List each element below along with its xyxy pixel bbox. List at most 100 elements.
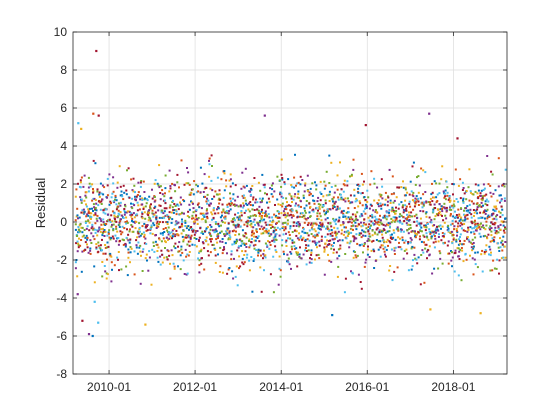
data-point bbox=[171, 218, 174, 221]
data-point bbox=[135, 199, 137, 201]
data-point bbox=[298, 205, 301, 208]
data-point bbox=[208, 175, 211, 178]
data-point bbox=[466, 205, 469, 208]
data-point bbox=[237, 212, 240, 214]
data-point bbox=[226, 203, 229, 206]
data-point bbox=[486, 208, 489, 211]
data-point bbox=[383, 229, 386, 232]
data-point bbox=[362, 234, 365, 237]
data-point bbox=[419, 210, 422, 212]
data-point bbox=[253, 235, 256, 238]
data-point bbox=[294, 193, 297, 196]
data-point bbox=[462, 199, 464, 202]
data-point bbox=[278, 216, 281, 219]
data-point bbox=[491, 237, 494, 240]
data-point bbox=[85, 234, 88, 237]
data-point bbox=[475, 227, 478, 230]
data-point bbox=[135, 239, 138, 242]
data-point bbox=[171, 237, 173, 240]
data-point bbox=[110, 255, 113, 258]
data-point bbox=[92, 188, 94, 190]
data-point bbox=[316, 241, 319, 244]
data-point bbox=[352, 256, 355, 259]
data-point bbox=[250, 193, 252, 196]
data-point bbox=[227, 212, 230, 215]
data-point bbox=[496, 199, 499, 202]
data-point bbox=[98, 217, 101, 220]
data-point bbox=[474, 225, 476, 228]
data-point bbox=[441, 232, 444, 234]
data-point bbox=[122, 243, 125, 246]
data-point bbox=[151, 209, 154, 212]
data-point bbox=[350, 173, 353, 176]
data-point bbox=[205, 236, 208, 239]
data-point bbox=[249, 220, 252, 222]
data-point bbox=[440, 178, 443, 181]
data-point bbox=[350, 221, 353, 224]
data-point bbox=[236, 284, 239, 287]
data-point bbox=[133, 184, 136, 187]
data-point bbox=[87, 251, 90, 254]
data-point bbox=[146, 225, 148, 228]
data-point bbox=[167, 233, 170, 236]
data-point bbox=[238, 245, 240, 248]
data-point bbox=[273, 226, 276, 229]
data-point bbox=[240, 219, 243, 222]
data-point bbox=[477, 184, 480, 187]
data-point bbox=[345, 237, 348, 240]
data-point bbox=[338, 239, 341, 242]
data-point bbox=[390, 210, 393, 213]
data-point bbox=[378, 229, 381, 232]
data-point bbox=[219, 198, 222, 201]
data-point bbox=[92, 159, 95, 162]
data-point bbox=[303, 231, 306, 234]
data-point bbox=[384, 215, 387, 218]
data-point bbox=[304, 182, 307, 185]
data-point bbox=[176, 203, 179, 206]
data-point bbox=[204, 219, 207, 222]
data-point bbox=[493, 236, 496, 239]
data-point bbox=[355, 228, 358, 231]
data-point bbox=[107, 213, 110, 216]
data-point bbox=[479, 194, 482, 197]
data-point bbox=[199, 227, 202, 230]
data-points bbox=[74, 153, 507, 294]
data-point bbox=[342, 222, 345, 225]
data-point bbox=[494, 222, 497, 225]
data-point bbox=[123, 213, 126, 216]
data-point bbox=[355, 233, 358, 236]
data-point bbox=[362, 230, 365, 233]
data-point bbox=[199, 191, 202, 194]
data-point bbox=[186, 167, 188, 169]
data-point bbox=[347, 207, 350, 210]
data-point bbox=[304, 247, 307, 249]
data-point bbox=[233, 217, 236, 220]
data-point bbox=[86, 246, 89, 249]
data-point bbox=[276, 175, 279, 178]
data-point bbox=[334, 230, 337, 233]
data-point bbox=[417, 197, 420, 200]
data-point bbox=[397, 228, 400, 231]
data-point bbox=[271, 188, 274, 191]
data-point bbox=[403, 241, 406, 244]
data-point bbox=[252, 260, 255, 262]
data-point bbox=[264, 192, 266, 195]
data-point bbox=[208, 159, 210, 162]
data-point bbox=[318, 257, 321, 260]
data-point bbox=[446, 191, 449, 194]
data-point bbox=[356, 254, 359, 257]
data-point bbox=[211, 229, 214, 232]
data-point bbox=[151, 248, 154, 251]
data-point bbox=[211, 165, 213, 167]
data-point bbox=[221, 203, 224, 206]
data-point bbox=[149, 204, 152, 207]
data-point bbox=[174, 235, 177, 238]
data-point bbox=[486, 204, 489, 207]
data-point bbox=[416, 233, 419, 236]
data-point bbox=[213, 247, 216, 250]
data-point bbox=[125, 222, 128, 225]
data-point bbox=[193, 237, 196, 239]
data-point bbox=[444, 214, 447, 217]
data-point bbox=[158, 164, 161, 167]
data-point bbox=[307, 222, 310, 225]
